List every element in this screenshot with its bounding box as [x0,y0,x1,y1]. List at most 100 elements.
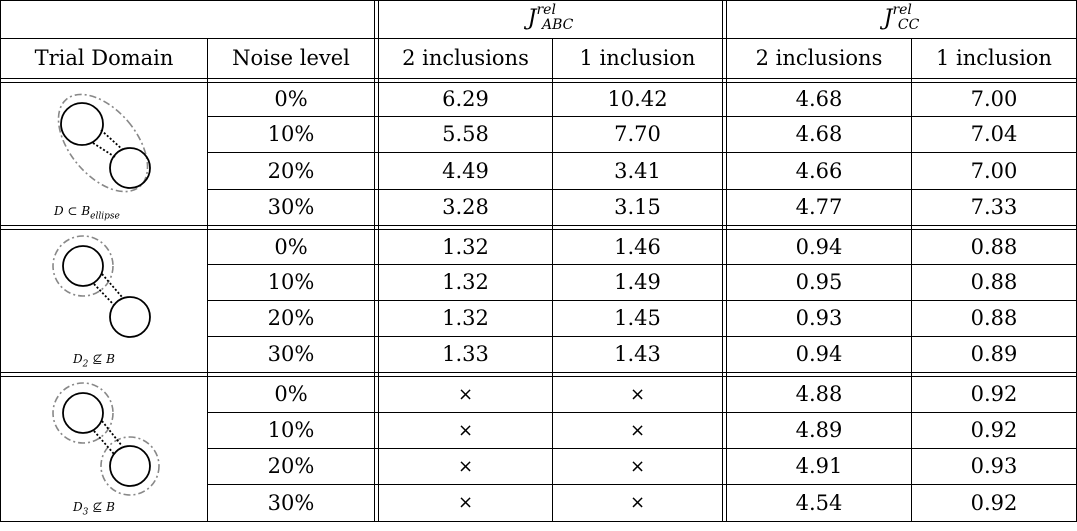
rule-col-abc-end-2 [726,0,727,522]
rule-header-bottom-1 [0,78,1077,79]
rule-col-domain [207,38,208,522]
rule [207,412,1077,413]
cell-abc2: × [457,383,474,405]
rule [207,448,1077,449]
cell-abc1: 3.15 [614,195,661,219]
cell-cc2: 0.94 [795,234,843,259]
cell-noise: 20% [267,454,315,478]
cell-noise: 0% [274,87,308,111]
cell-abc1: 1.46 [614,234,661,259]
cell-cc1: 0.88 [970,270,1018,294]
cell-abc2: 6.29 [442,87,489,111]
cell-cc2: 4.88 [795,382,843,406]
header-group-cc-sup: rel [892,2,912,18]
rule-col-noise-2 [378,0,379,522]
cell-cc2: 0.93 [795,306,843,330]
rule-header-mid [0,38,1077,39]
cell-abc2: × [457,492,474,513]
cell-cc2: 4.77 [795,195,843,219]
cell-noise: 0% [274,382,308,406]
cell-noise: 30% [267,195,315,219]
cell-cc2: 0.95 [795,270,843,294]
header-abc-1-inclusion: 1 inclusion [579,46,696,70]
cell-abc1: 1.43 [614,342,661,366]
cell-abc2: 1.33 [442,342,489,366]
cell-abc2: 1.32 [442,270,489,294]
cell-noise: 30% [267,342,315,366]
rule-header-bottom-2 [0,82,1077,83]
rule-col-noise-1 [374,0,375,522]
cell-noise: 30% [267,490,315,515]
rule-col-abc-end-1 [722,0,723,522]
rule-group-end-2 [0,376,1077,377]
cell-cc2: 4.89 [795,418,843,442]
header-abc-2-inclusions: 2 inclusions [402,46,529,70]
cell-abc2: × [457,419,474,441]
cell-cc2: 4.54 [795,490,843,515]
cell-abc1: 10.42 [607,87,668,111]
cell-abc1: 7.70 [614,122,661,146]
rule-bottom [0,521,1077,522]
cell-cc1: 0.88 [970,306,1018,330]
domain-figure-ellipse [57,93,151,193]
cell-abc1: × [629,455,646,477]
rule-group-end-1 [0,225,1077,226]
cell-abc2: 1.32 [442,306,489,330]
header-group-cc-sub: CC [897,17,920,33]
rule-col-abc [552,38,553,522]
rule-group-end-2 [0,229,1077,230]
rule-top [0,0,1077,1]
domain-label: D2 ⊈ B [73,352,115,370]
cell-cc2: 4.68 [795,122,843,146]
cell-abc1: × [629,492,646,513]
cell-cc1: 0.93 [970,454,1018,478]
cell-cc1: 0.92 [970,382,1018,406]
cell-abc2: 4.49 [442,158,489,183]
rule [207,152,1077,153]
cell-cc1: 0.92 [970,490,1018,515]
cell-cc1: 0.89 [970,342,1018,366]
header-cc-1-inclusion: 1 inclusion [936,46,1052,70]
domain-label: D3 ⊈ B [73,500,115,518]
rule [207,336,1077,337]
header-cc-2-inclusions: 2 inclusions [755,46,883,70]
cell-cc1: 0.92 [970,418,1018,442]
rule [207,116,1077,117]
rule-group-end-1 [0,372,1077,373]
domain-label: D ⊂ Bellipse [54,204,120,222]
header-group-abc-sup: rel [536,2,556,18]
rule [207,484,1077,485]
cell-abc1: 1.45 [614,306,661,330]
cell-cc1: 7.33 [970,195,1018,219]
cell-noise: 0% [274,234,308,259]
header-group-abc-sub: ABC [541,17,574,33]
cell-cc1: 0.88 [970,234,1018,259]
cell-abc1: × [629,419,646,441]
rule-col-cc [911,38,912,522]
cell-cc2: 4.91 [795,454,843,478]
domain-figure-d2 [52,235,151,338]
cell-cc2: 0.94 [795,342,843,366]
cell-abc1: 3.41 [614,158,661,183]
cell-abc2: × [457,455,474,477]
cell-cc1: 7.00 [970,158,1018,183]
cell-abc1: × [629,383,646,405]
cell-abc2: 5.58 [442,122,489,146]
cell-noise: 10% [267,122,315,146]
cell-noise: 20% [267,306,315,330]
cell-noise: 10% [267,270,315,294]
header-trial-domain: Trial Domain [34,46,174,70]
header-group-cc-symbol: J [883,6,893,31]
rule-left [0,0,1,522]
rule [207,300,1077,301]
header-noise-level: Noise level [232,46,350,70]
domain-figure-d3 [52,382,160,496]
cell-abc2: 3.28 [442,195,489,219]
cell-cc2: 4.66 [795,158,843,183]
header-group-abc-symbol: J [527,6,537,31]
cell-cc2: 4.68 [795,87,843,111]
rule [207,189,1077,190]
